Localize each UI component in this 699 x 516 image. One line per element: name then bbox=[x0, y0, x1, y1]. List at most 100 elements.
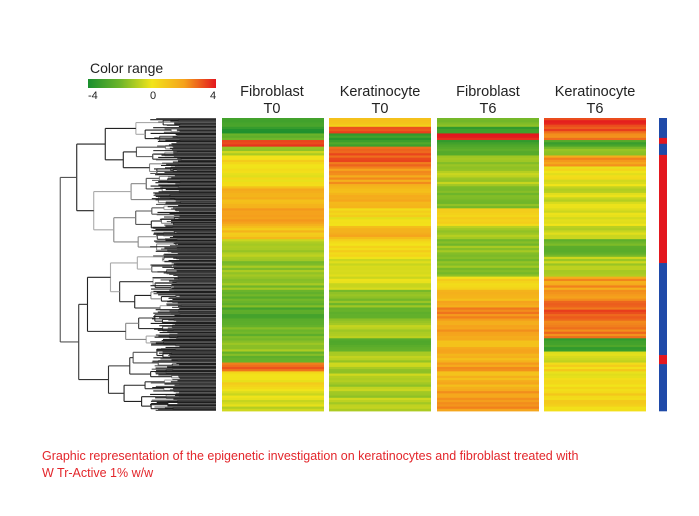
heatmap-cell bbox=[329, 258, 431, 262]
heatmap-cell bbox=[329, 267, 431, 271]
heatmap-cell bbox=[437, 159, 539, 163]
heatmap-cell bbox=[437, 406, 539, 410]
figure-caption: Graphic representation of the epigenetic… bbox=[42, 448, 578, 482]
heatmap-cell bbox=[329, 272, 431, 275]
heatmap-cell bbox=[329, 148, 431, 152]
row-group-bar bbox=[659, 118, 667, 412]
heatmap-cell bbox=[329, 296, 431, 300]
heatmap-cell bbox=[329, 263, 431, 266]
heatmap-cell bbox=[329, 331, 431, 335]
heatmap-cell bbox=[437, 164, 539, 167]
heatmap-cell bbox=[222, 179, 324, 183]
heatmap-cell bbox=[329, 135, 431, 139]
heatmap-cell bbox=[437, 243, 539, 247]
heatmap-cell bbox=[437, 208, 539, 211]
heatmap-cell bbox=[222, 153, 324, 156]
heatmap-cell bbox=[544, 234, 646, 238]
heatmap-cell bbox=[544, 219, 646, 222]
heatmap-cell bbox=[329, 179, 431, 183]
heatmap-cell bbox=[329, 305, 431, 308]
heatmap-cell bbox=[329, 399, 431, 403]
heatmap-cell bbox=[437, 355, 539, 359]
heatmap-cell bbox=[222, 177, 324, 181]
heatmap-cell bbox=[222, 203, 324, 207]
heatmap-cell bbox=[544, 388, 646, 392]
heatmap-cell bbox=[329, 210, 431, 214]
heatmap-cell bbox=[222, 232, 324, 236]
heatmap-cell bbox=[544, 355, 646, 359]
heatmap-cell bbox=[329, 195, 431, 198]
heatmap-cell bbox=[222, 157, 324, 161]
heatmap-cell bbox=[329, 344, 431, 348]
heatmap-cell bbox=[329, 386, 431, 390]
heatmap-cell bbox=[329, 360, 431, 363]
heatmap-cell bbox=[544, 247, 646, 251]
heatmap-cell bbox=[329, 173, 431, 176]
heatmap-cell bbox=[329, 234, 431, 238]
heatmap-cell bbox=[437, 135, 539, 139]
heatmap-cell bbox=[544, 212, 646, 216]
heatmap-cell bbox=[329, 175, 431, 178]
heatmap-cell bbox=[544, 192, 646, 196]
heatmap-cell bbox=[329, 157, 431, 161]
heatmap-cell bbox=[329, 203, 431, 207]
heatmap-cell bbox=[437, 223, 539, 227]
heatmap-cell bbox=[544, 305, 646, 308]
heatmap-cell bbox=[222, 265, 324, 269]
heatmap-cell bbox=[544, 360, 646, 363]
heatmap-cell bbox=[544, 122, 646, 126]
heatmap-cell bbox=[222, 373, 324, 377]
heatmap-cell bbox=[437, 153, 539, 156]
heatmap-cell bbox=[437, 197, 539, 200]
heatmap-cell bbox=[329, 298, 431, 302]
heatmap-cell bbox=[544, 347, 646, 350]
heatmap-cell bbox=[222, 144, 324, 148]
heatmap-cell bbox=[544, 157, 646, 161]
heatmap-cell bbox=[329, 406, 431, 410]
heatmap-cell bbox=[544, 283, 646, 286]
heatmap-cell bbox=[222, 217, 324, 220]
heatmap-cell bbox=[544, 184, 646, 187]
heatmap-cell bbox=[437, 188, 539, 192]
heatmap-cell bbox=[544, 382, 646, 385]
heatmap-cell bbox=[329, 314, 431, 317]
heatmap-cell bbox=[222, 360, 324, 363]
heatmap-cell bbox=[544, 274, 646, 278]
heatmap-cell bbox=[437, 340, 539, 344]
row-group-segment-red bbox=[659, 137, 667, 145]
heatmap-cell bbox=[329, 118, 431, 121]
heatmap-cell bbox=[222, 124, 324, 128]
heatmap-cell bbox=[437, 404, 539, 407]
heatmap-cell bbox=[437, 247, 539, 251]
heatmap-cell bbox=[222, 118, 324, 121]
heatmap-cell bbox=[544, 133, 646, 137]
heatmap-cell bbox=[329, 120, 431, 123]
heatmap-cell bbox=[329, 362, 431, 366]
heatmap-cell bbox=[437, 338, 539, 341]
heatmap-cell bbox=[222, 395, 324, 399]
heatmap-cell bbox=[544, 263, 646, 266]
heatmap-cell bbox=[544, 126, 646, 130]
heatmap-cell bbox=[544, 362, 646, 366]
heatmap-cell bbox=[437, 325, 539, 328]
heatmap-cell bbox=[222, 239, 324, 242]
heatmap-cell bbox=[544, 340, 646, 344]
heatmap-cell bbox=[222, 181, 324, 185]
legend-tick-max: 4 bbox=[210, 90, 217, 102]
heatmap-cell bbox=[222, 225, 324, 229]
heatmap-cell bbox=[222, 303, 324, 306]
heatmap-cell bbox=[437, 236, 539, 240]
heatmap-cell bbox=[329, 221, 431, 225]
heatmap-cell bbox=[329, 274, 431, 278]
heatmap-cell bbox=[329, 256, 431, 260]
heatmap-cell bbox=[544, 179, 646, 183]
column-label-fibroblast-t0: Fibroblast T0 bbox=[217, 84, 327, 118]
heatmap-cell bbox=[544, 142, 646, 145]
heatmap-cell bbox=[222, 243, 324, 247]
heatmap-cell bbox=[437, 278, 539, 282]
heatmap-cell bbox=[437, 314, 539, 317]
heatmap-cell bbox=[437, 369, 539, 372]
heatmap-cell bbox=[544, 239, 646, 242]
heatmap-cell bbox=[222, 250, 324, 253]
heatmap-cell bbox=[329, 159, 431, 163]
